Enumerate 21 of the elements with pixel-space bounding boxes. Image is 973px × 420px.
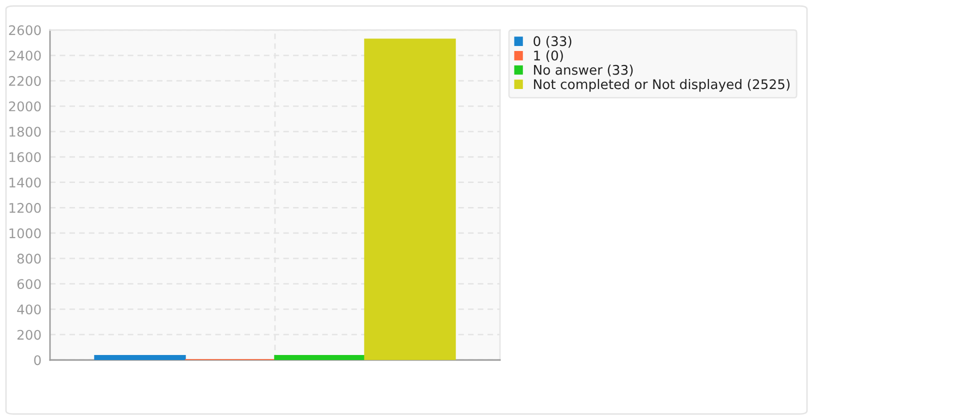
legend-label: 0 (33)	[534, 36, 572, 48]
legend-label: No answer (33)	[534, 64, 633, 76]
y-tick-label: 400	[17, 304, 41, 314]
y-tick-label: 800	[17, 254, 41, 264]
y-tick-label: 1800	[10, 126, 41, 137]
y-tick-label: 2400	[9, 50, 41, 61]
bar	[274, 354, 366, 360]
y-tick-label: 1600	[10, 152, 41, 162]
legend-label: 1 (0)	[534, 50, 563, 62]
bar	[94, 354, 186, 360]
y-tick-label: 1400	[10, 178, 41, 188]
y-tick-label: 2200	[9, 76, 41, 86]
y-tick-label: 0	[34, 355, 41, 366]
y-tick-label: 2600	[9, 25, 41, 36]
bar	[364, 38, 456, 360]
y-tick-label: 1200	[10, 202, 41, 213]
y-tick-label: 600	[17, 279, 41, 290]
legend-label: Not completed or Not displayed (2525)	[534, 78, 790, 92]
y-tick-label: 1000	[10, 228, 41, 238]
y-tick-label: 2000	[9, 101, 41, 112]
y-tick-label: 200	[17, 330, 41, 340]
